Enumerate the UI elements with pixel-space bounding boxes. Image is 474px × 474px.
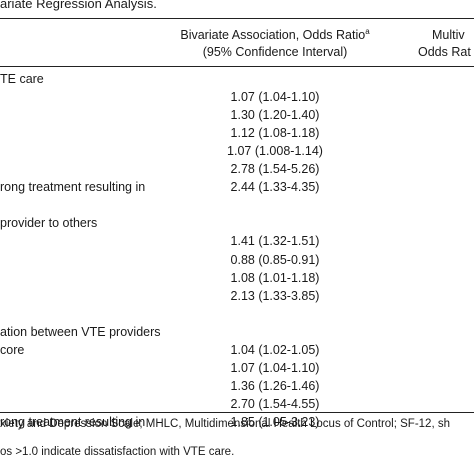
row-bivariate-value: 1.07 (1.008-1.14) xyxy=(227,144,323,158)
column-header-bivariate-title: Bivariate Association, Odds Ratio xyxy=(180,28,366,42)
row-label: provider to others xyxy=(0,216,98,230)
row-bivariate-value: 0.88 (0.85-0.91) xyxy=(230,253,320,267)
row-label: TE care xyxy=(0,72,44,86)
column-header-bivariate: Bivariate Association, Odds Ratioa xyxy=(180,26,370,42)
footnote-marker: a xyxy=(365,26,370,36)
column-header-bivariate-ci: (95% Confidence Interval) xyxy=(202,45,348,59)
row-bivariate-value: 1.36 (1.26-1.46) xyxy=(230,379,320,393)
row-bivariate-value: 1.85 (1.05-3.23) xyxy=(230,415,320,429)
row-label: rong treatment resulting in xyxy=(0,415,146,429)
footnote-abbreviations: xiety and Depression Scale; MHLC, Multid… xyxy=(0,418,450,430)
row-bivariate-value: 1.07 (1.04-1.10) xyxy=(230,90,320,104)
row-bivariate-value: 2.78 (1.54-5.26) xyxy=(230,162,320,176)
row-label: ation between VTE providers xyxy=(0,325,161,339)
row-label: core xyxy=(0,343,25,357)
row-bivariate-value: 1.08 (1.01-1.18) xyxy=(230,271,320,285)
table-header-rule xyxy=(0,66,474,67)
row-bivariate-value: 1.07 (1.04-1.10) xyxy=(230,361,320,375)
table-caption: ariate Regression Analysis. xyxy=(0,0,157,11)
row-label: rong treatment resulting in xyxy=(0,180,146,194)
row-bivariate-value: 2.44 (1.33-4.35) xyxy=(230,180,320,194)
row-bivariate-value: 1.04 (1.02-1.05) xyxy=(230,343,320,357)
row-bivariate-value: 1.41 (1.32-1.51) xyxy=(230,234,320,248)
table-bottom-rule xyxy=(0,412,474,413)
column-header-multivariate-or: Odds Rat xyxy=(418,45,471,59)
column-header-multivariate: Multiv xyxy=(432,28,465,42)
row-bivariate-value: 2.13 (1.33-3.85) xyxy=(230,289,320,303)
row-bivariate-value: 1.30 (1.20-1.40) xyxy=(230,108,320,122)
row-bivariate-value: 1.12 (1.08-1.18) xyxy=(230,126,320,140)
row-bivariate-value: 2.70 (1.54-4.55) xyxy=(230,397,320,411)
footnote-a: os >1.0 indicate dissatisfaction with VT… xyxy=(0,446,235,458)
table-top-rule xyxy=(0,18,474,19)
